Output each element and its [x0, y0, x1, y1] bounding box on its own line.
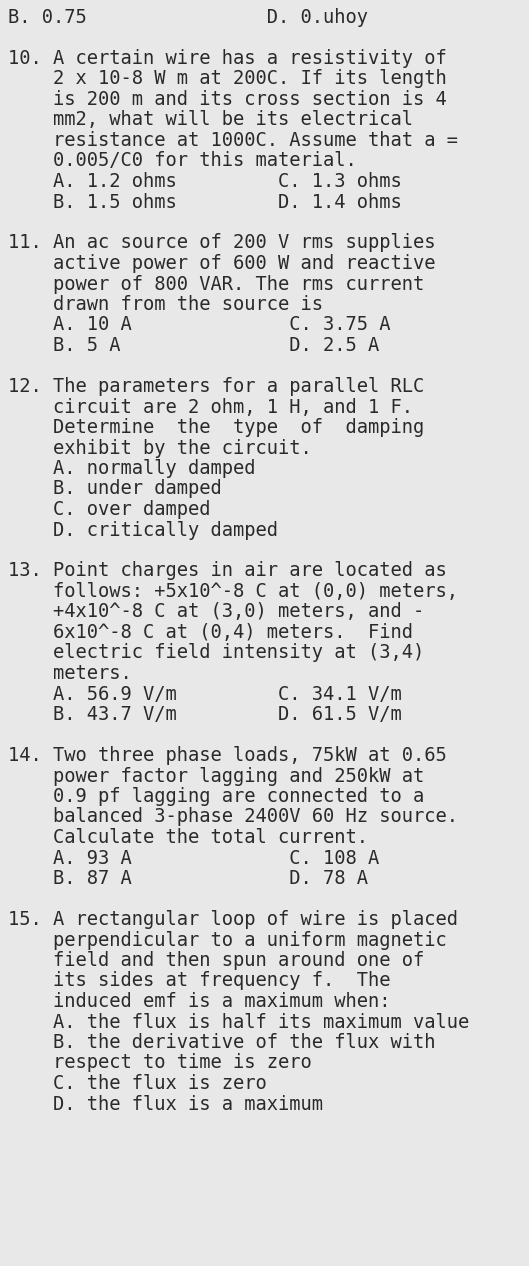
Text: C. the flux is zero: C. the flux is zero: [8, 1074, 267, 1093]
Text: A. 93 A              C. 108 A: A. 93 A C. 108 A: [8, 848, 379, 867]
Text: 6x10^-8 C at (0,4) meters.  Find: 6x10^-8 C at (0,4) meters. Find: [8, 623, 413, 642]
Text: Calculate the total current.: Calculate the total current.: [8, 828, 368, 847]
Text: A. 1.2 ohms         C. 1.3 ohms: A. 1.2 ohms C. 1.3 ohms: [8, 172, 402, 191]
Text: A. the flux is half its maximum value: A. the flux is half its maximum value: [8, 1013, 469, 1032]
Text: 12. The parameters for a parallel RLC: 12. The parameters for a parallel RLC: [8, 377, 424, 396]
Text: meters.: meters.: [8, 663, 132, 682]
Text: A. 56.9 V/m         C. 34.1 V/m: A. 56.9 V/m C. 34.1 V/m: [8, 685, 402, 704]
Text: induced emf is a maximum when:: induced emf is a maximum when:: [8, 993, 390, 1012]
Text: follows: +5x10^-8 C at (0,0) meters,: follows: +5x10^-8 C at (0,0) meters,: [8, 582, 458, 601]
Text: Determine  the  type  of  damping: Determine the type of damping: [8, 418, 424, 437]
Text: 14. Two three phase loads, 75kW at 0.65: 14. Two three phase loads, 75kW at 0.65: [8, 746, 447, 765]
Text: B. 87 A              D. 78 A: B. 87 A D. 78 A: [8, 868, 368, 887]
Text: electric field intensity at (3,4): electric field intensity at (3,4): [8, 643, 424, 662]
Text: D. critically damped: D. critically damped: [8, 520, 278, 539]
Text: +4x10^-8 C at (3,0) meters, and -: +4x10^-8 C at (3,0) meters, and -: [8, 603, 424, 622]
Text: its sides at frequency f.  The: its sides at frequency f. The: [8, 971, 390, 990]
Text: A. normally damped: A. normally damped: [8, 460, 256, 479]
Text: resistance at 1000C. Assume that a =: resistance at 1000C. Assume that a =: [8, 130, 458, 149]
Text: B. 1.5 ohms         D. 1.4 ohms: B. 1.5 ohms D. 1.4 ohms: [8, 192, 402, 211]
Text: D. the flux is a maximum: D. the flux is a maximum: [8, 1095, 323, 1114]
Text: mm2, what will be its electrical: mm2, what will be its electrical: [8, 110, 413, 129]
Text: 0.9 pf lagging are connected to a: 0.9 pf lagging are connected to a: [8, 787, 424, 806]
Text: B. 0.75                D. 0.uhoy: B. 0.75 D. 0.uhoy: [8, 8, 368, 27]
Text: B. 5 A               D. 2.5 A: B. 5 A D. 2.5 A: [8, 335, 379, 354]
Text: power of 800 VAR. The rms current: power of 800 VAR. The rms current: [8, 275, 424, 294]
Text: perpendicular to a uniform magnetic: perpendicular to a uniform magnetic: [8, 931, 447, 950]
Text: 11. An ac source of 200 V rms supplies: 11. An ac source of 200 V rms supplies: [8, 233, 435, 252]
Text: circuit are 2 ohm, 1 H, and 1 F.: circuit are 2 ohm, 1 H, and 1 F.: [8, 398, 413, 417]
Text: 0.005/C0 for this material.: 0.005/C0 for this material.: [8, 152, 357, 171]
Text: 15. A rectangular loop of wire is placed: 15. A rectangular loop of wire is placed: [8, 910, 458, 929]
Text: 13. Point charges in air are located as: 13. Point charges in air are located as: [8, 562, 447, 581]
Text: B. 43.7 V/m         D. 61.5 V/m: B. 43.7 V/m D. 61.5 V/m: [8, 705, 402, 724]
Text: balanced 3-phase 2400V 60 Hz source.: balanced 3-phase 2400V 60 Hz source.: [8, 808, 458, 827]
Text: exhibit by the circuit.: exhibit by the circuit.: [8, 438, 312, 457]
Text: 10. A certain wire has a resistivity of: 10. A certain wire has a resistivity of: [8, 49, 447, 68]
Text: drawn from the source is: drawn from the source is: [8, 295, 323, 314]
Text: respect to time is zero: respect to time is zero: [8, 1053, 312, 1072]
Text: is 200 m and its cross section is 4: is 200 m and its cross section is 4: [8, 90, 447, 109]
Text: active power of 600 W and reactive: active power of 600 W and reactive: [8, 254, 435, 273]
Text: B. under damped: B. under damped: [8, 480, 222, 499]
Text: 2 x 10-8 W m at 200C. If its length: 2 x 10-8 W m at 200C. If its length: [8, 70, 447, 89]
Text: A. 10 A              C. 3.75 A: A. 10 A C. 3.75 A: [8, 315, 390, 334]
Text: B. the derivative of the flux with: B. the derivative of the flux with: [8, 1033, 435, 1052]
Text: C. over damped: C. over damped: [8, 500, 211, 519]
Text: field and then spun around one of: field and then spun around one of: [8, 951, 424, 970]
Text: power factor lagging and 250kW at: power factor lagging and 250kW at: [8, 766, 424, 785]
